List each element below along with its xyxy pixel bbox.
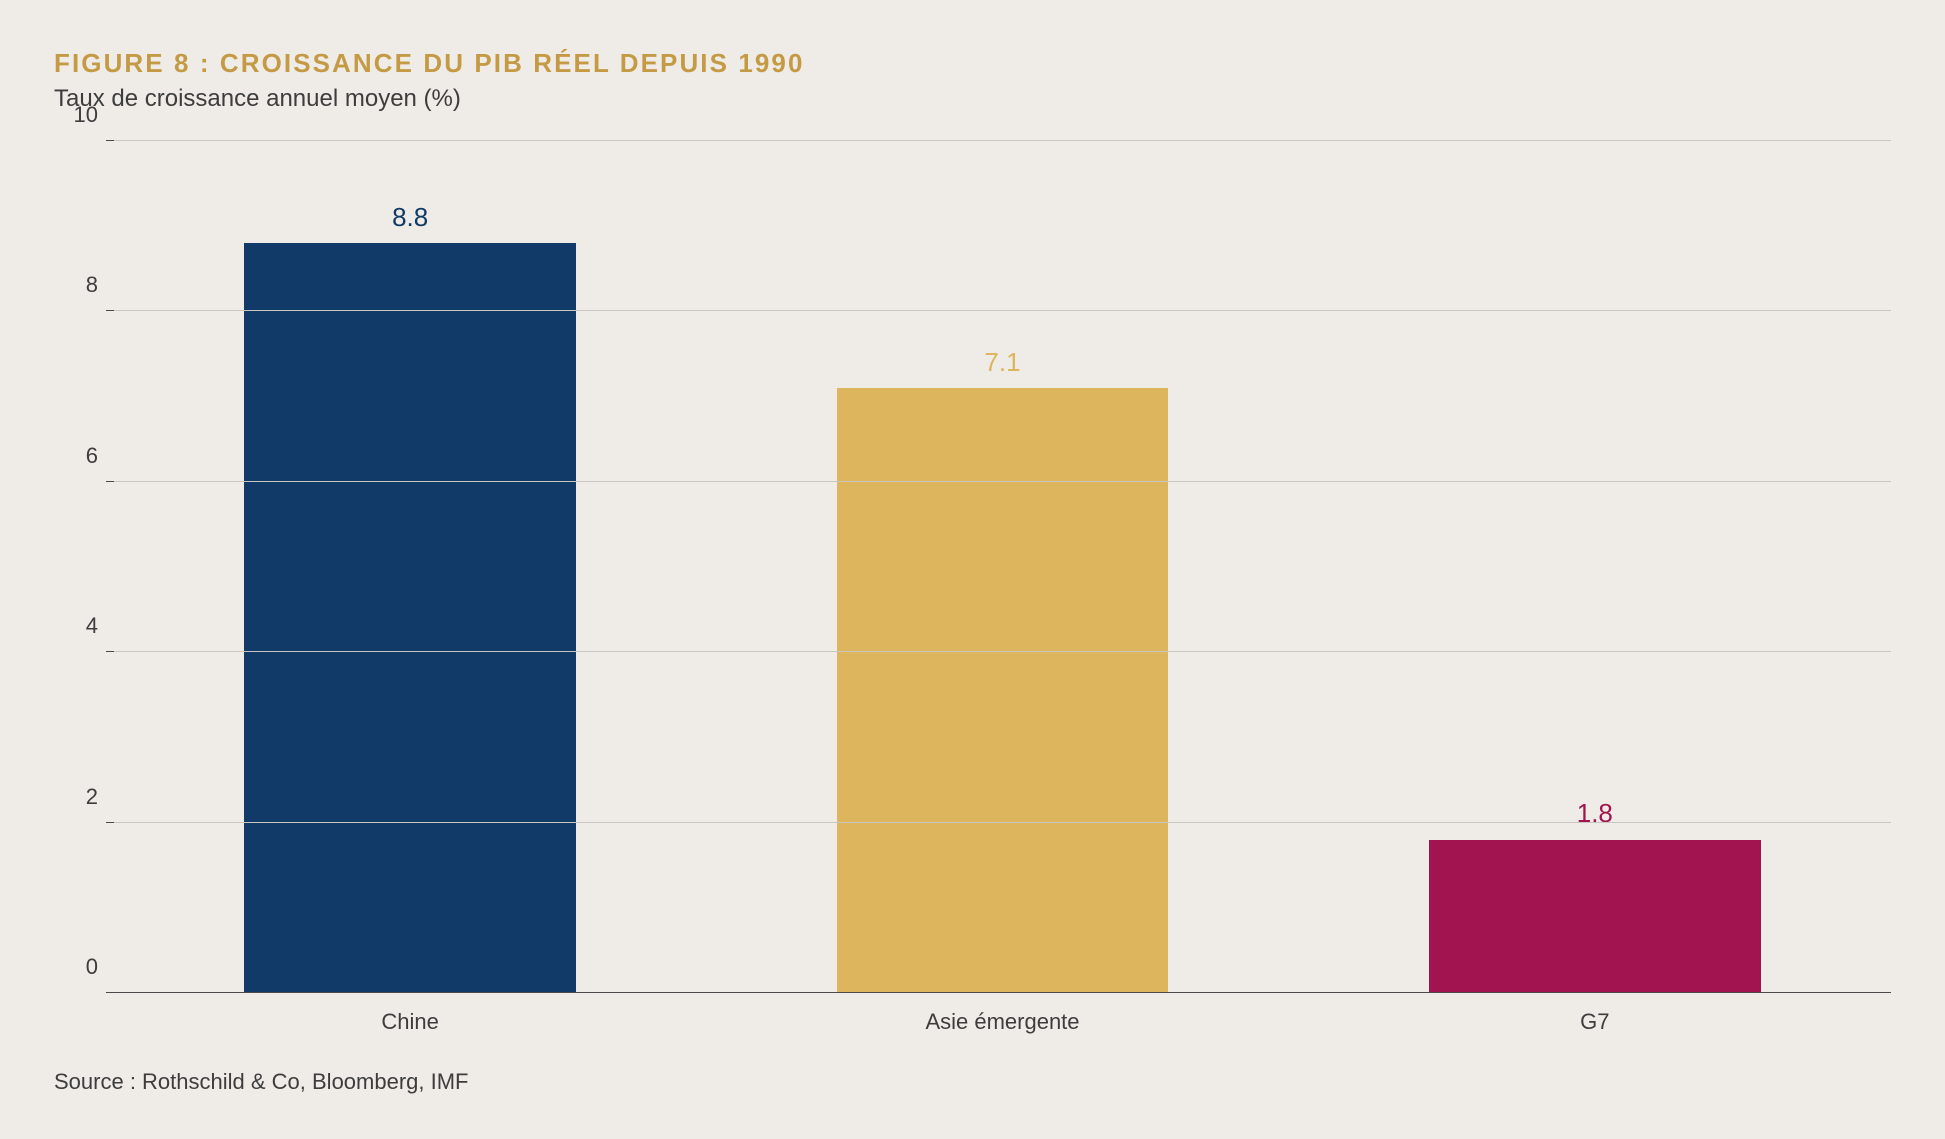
bar-value-label: 7.1 xyxy=(984,347,1020,378)
y-tick-mark xyxy=(106,822,114,823)
grid-line xyxy=(114,310,1891,311)
y-tick-label: 4 xyxy=(86,613,98,639)
x-axis-line xyxy=(114,992,1891,993)
figure-source: Source : Rothschild & Co, Bloomberg, IMF xyxy=(54,1069,1891,1095)
bar: 1.8 xyxy=(1429,840,1761,993)
bars-layer: 8.8 7.1 1.8 xyxy=(114,141,1891,993)
y-tick-label: 0 xyxy=(86,954,98,980)
x-tick-label: G7 xyxy=(1299,1009,1891,1035)
figure-title: FIGURE 8 : CROISSANCE DU PIB RÉEL DEPUIS… xyxy=(54,48,1891,79)
y-tick-label: 10 xyxy=(74,102,98,128)
y-tick-mark xyxy=(106,992,114,993)
y-tick-label: 2 xyxy=(86,784,98,810)
y-tick-mark xyxy=(106,140,114,141)
grid-line xyxy=(114,651,1891,652)
x-tick-label: Asie émergente xyxy=(706,1009,1298,1035)
plot-area: 8.8 7.1 1.8 xyxy=(114,141,1891,993)
bar-value-label: 1.8 xyxy=(1577,798,1613,829)
y-axis: 0246810 xyxy=(54,141,114,993)
x-axis: ChineAsie émergenteG7 xyxy=(114,1009,1891,1035)
bar: 8.8 xyxy=(244,243,576,993)
figure-subtitle: Taux de croissance annuel moyen (%) xyxy=(54,85,1891,113)
grid-line xyxy=(114,140,1891,141)
x-tick-label: Chine xyxy=(114,1009,706,1035)
bar-value-label: 8.8 xyxy=(392,202,428,233)
y-tick-mark xyxy=(106,310,114,311)
bar: 7.1 xyxy=(837,388,1169,993)
y-tick-label: 8 xyxy=(86,272,98,298)
y-tick-mark xyxy=(106,481,114,482)
y-tick-mark xyxy=(106,651,114,652)
bar-slot: 7.1 xyxy=(706,141,1298,993)
bar-slot: 1.8 xyxy=(1299,141,1891,993)
bar-slot: 8.8 xyxy=(114,141,706,993)
figure-card: FIGURE 8 : CROISSANCE DU PIB RÉEL DEPUIS… xyxy=(0,0,1945,1139)
grid-line xyxy=(114,822,1891,823)
bar-chart: 0246810 8.87.11.8 ChineAsie émergenteG7 xyxy=(54,141,1891,1035)
grid-line xyxy=(114,481,1891,482)
y-tick-label: 6 xyxy=(86,443,98,469)
